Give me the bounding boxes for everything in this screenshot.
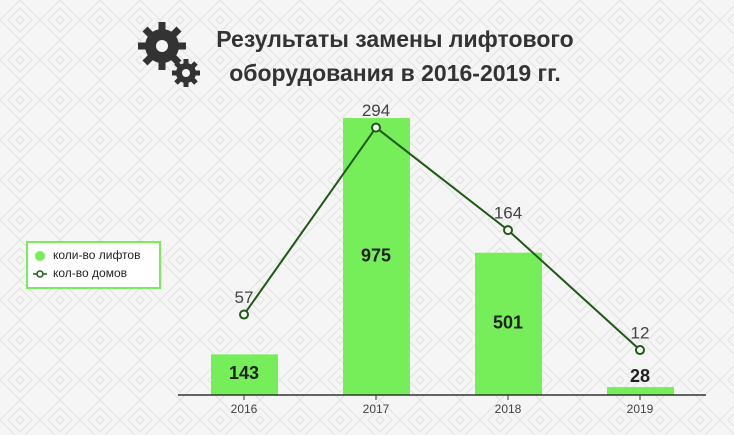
line-point — [239, 309, 249, 320]
x-tick-label: 2018 — [495, 402, 522, 416]
legend-box — [26, 241, 161, 289]
bar-value-label: 975 — [361, 245, 391, 265]
line-point — [503, 225, 513, 236]
bar — [607, 387, 674, 395]
legend-label: коли-во лифтов — [53, 248, 140, 262]
bar — [211, 354, 278, 395]
line — [243, 126, 641, 351]
chart-title: Результаты замены лифтового — [216, 26, 573, 52]
x-tick-label: 2019 — [627, 402, 654, 416]
line-point — [371, 122, 381, 133]
legend-swatch — [36, 270, 44, 278]
legend-label: кол-во домов — [53, 266, 127, 280]
line-value-label: 57 — [235, 288, 254, 307]
bar — [475, 252, 542, 395]
bar-value-label: 501 — [493, 313, 523, 333]
line-value-label: 164 — [494, 204, 522, 223]
x-tick-label: 2016 — [231, 402, 258, 416]
legend-swatch — [35, 251, 45, 261]
bar-value-label: 28 — [630, 366, 650, 386]
chart-title: оборудования в 2016-2019 гг. — [229, 60, 561, 86]
bar-value-label: 143 — [229, 363, 259, 383]
gear-icon — [138, 22, 200, 87]
line-value-label: 12 — [631, 324, 650, 343]
x-tick-label: 2017 — [363, 402, 390, 416]
line-value-label: 294 — [362, 101, 390, 120]
line-point — [635, 345, 645, 356]
bar — [343, 118, 410, 395]
